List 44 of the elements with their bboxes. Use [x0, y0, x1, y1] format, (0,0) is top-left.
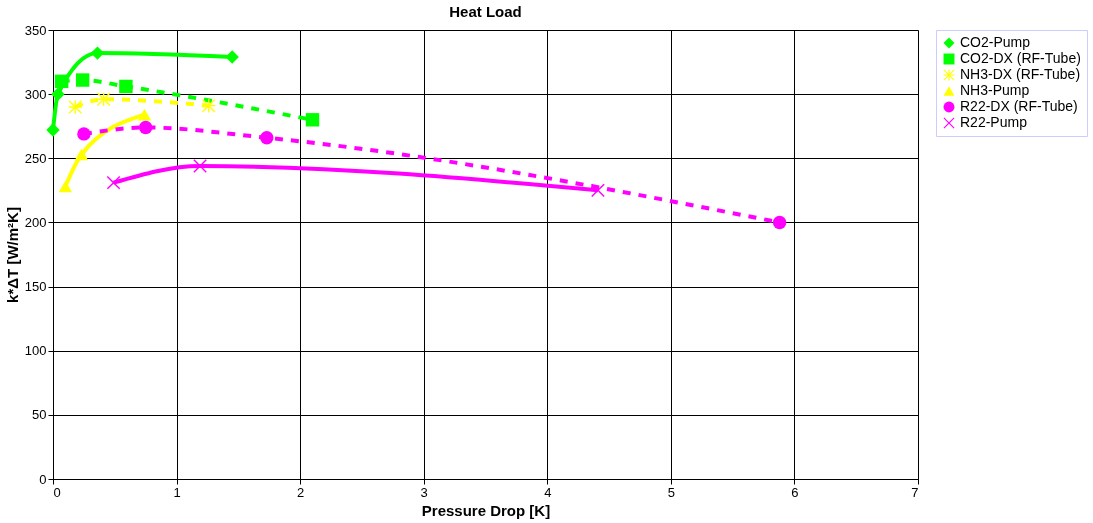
- legend-label: R22-Pump: [960, 114, 1028, 130]
- point: [51, 87, 65, 101]
- point: [225, 50, 239, 64]
- x-axis-title: Pressure Drop [K]: [421, 501, 551, 519]
- point: [260, 131, 274, 145]
- point: [74, 148, 89, 161]
- x-tick-label: 7: [911, 484, 919, 500]
- point: [68, 100, 82, 114]
- y-tick-label: 250: [24, 150, 47, 166]
- point: [106, 175, 121, 190]
- legend-label: NH3-Pump: [960, 82, 1030, 98]
- point: [119, 79, 133, 94]
- legend-label: R22-DX (RF-Tube): [960, 98, 1078, 114]
- x-tick-label: 2: [297, 484, 305, 500]
- chart-title: Heat Load: [449, 3, 522, 20]
- y-tick-label: 0: [39, 471, 47, 487]
- point: [46, 123, 60, 137]
- x-tick-label: 1: [173, 484, 181, 500]
- x-tick-label: 5: [667, 484, 675, 500]
- point: [75, 73, 90, 87]
- x-tick-label: 4: [544, 484, 552, 500]
- x-tick-label: 6: [791, 484, 799, 500]
- y-tick-label: 350: [24, 22, 47, 38]
- point: [137, 108, 152, 121]
- point: [77, 127, 91, 141]
- y-axis-title: k*ΔT [W/m²K]: [3, 207, 21, 303]
- legend-label: CO2-DX (RF-Tube): [960, 50, 1081, 66]
- point: [90, 46, 105, 60]
- y-tick-label: 200: [24, 214, 47, 230]
- legend-label: NH3-DX (RF-Tube): [960, 66, 1081, 82]
- legend-label: CO2-Pump: [960, 34, 1031, 50]
- y-tick-label: 50: [32, 407, 47, 423]
- point: [58, 180, 73, 193]
- y-tick-label: 150: [24, 279, 47, 295]
- x-tick-label: 0: [53, 484, 61, 500]
- y-tick-label: 300: [24, 86, 47, 102]
- point: [772, 215, 787, 230]
- x-tick-label: 3: [420, 484, 428, 500]
- point: [305, 113, 320, 127]
- y-tick-label: 100: [24, 343, 47, 359]
- point: [54, 74, 69, 89]
- point: [193, 159, 207, 173]
- point: [591, 183, 605, 198]
- point: [138, 120, 153, 135]
